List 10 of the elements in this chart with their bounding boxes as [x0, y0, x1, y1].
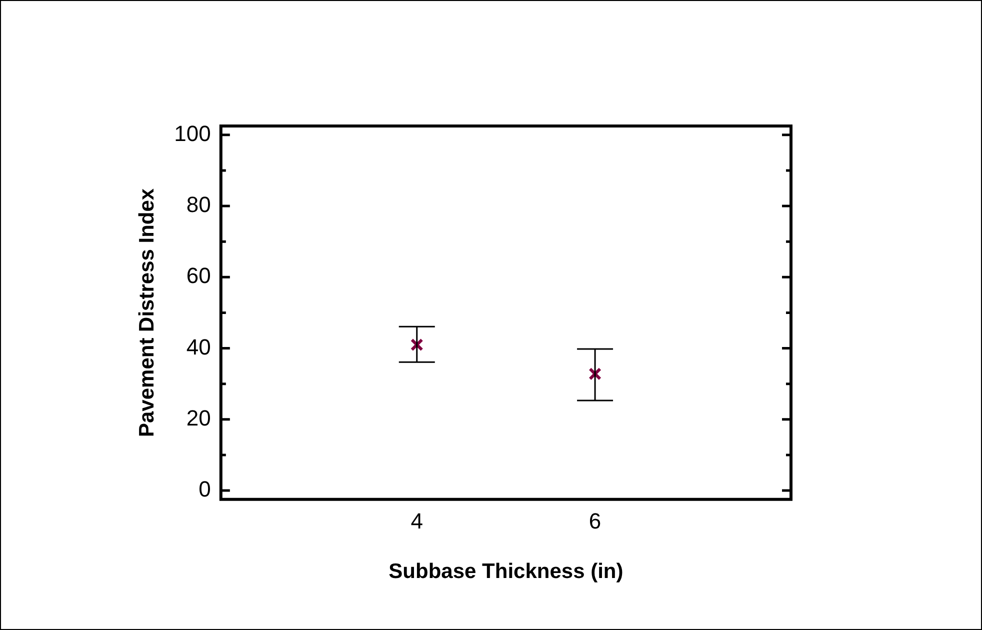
x-axis-title: Subbase Thickness (in) — [388, 560, 624, 584]
y-tick-label: 80 — [186, 192, 211, 218]
y-tick-label: 40 — [186, 334, 211, 360]
y-tick-label: 100 — [174, 120, 211, 146]
x-tick-label: 6 — [588, 508, 602, 534]
y-axis-title: Pavement Distress Index — [135, 188, 158, 438]
x-tick-label: 4 — [410, 508, 423, 534]
y-tick-label: 60 — [186, 263, 211, 288]
y-tick-label: 20 — [186, 405, 211, 430]
y-tick-label: 0 — [198, 476, 211, 502]
